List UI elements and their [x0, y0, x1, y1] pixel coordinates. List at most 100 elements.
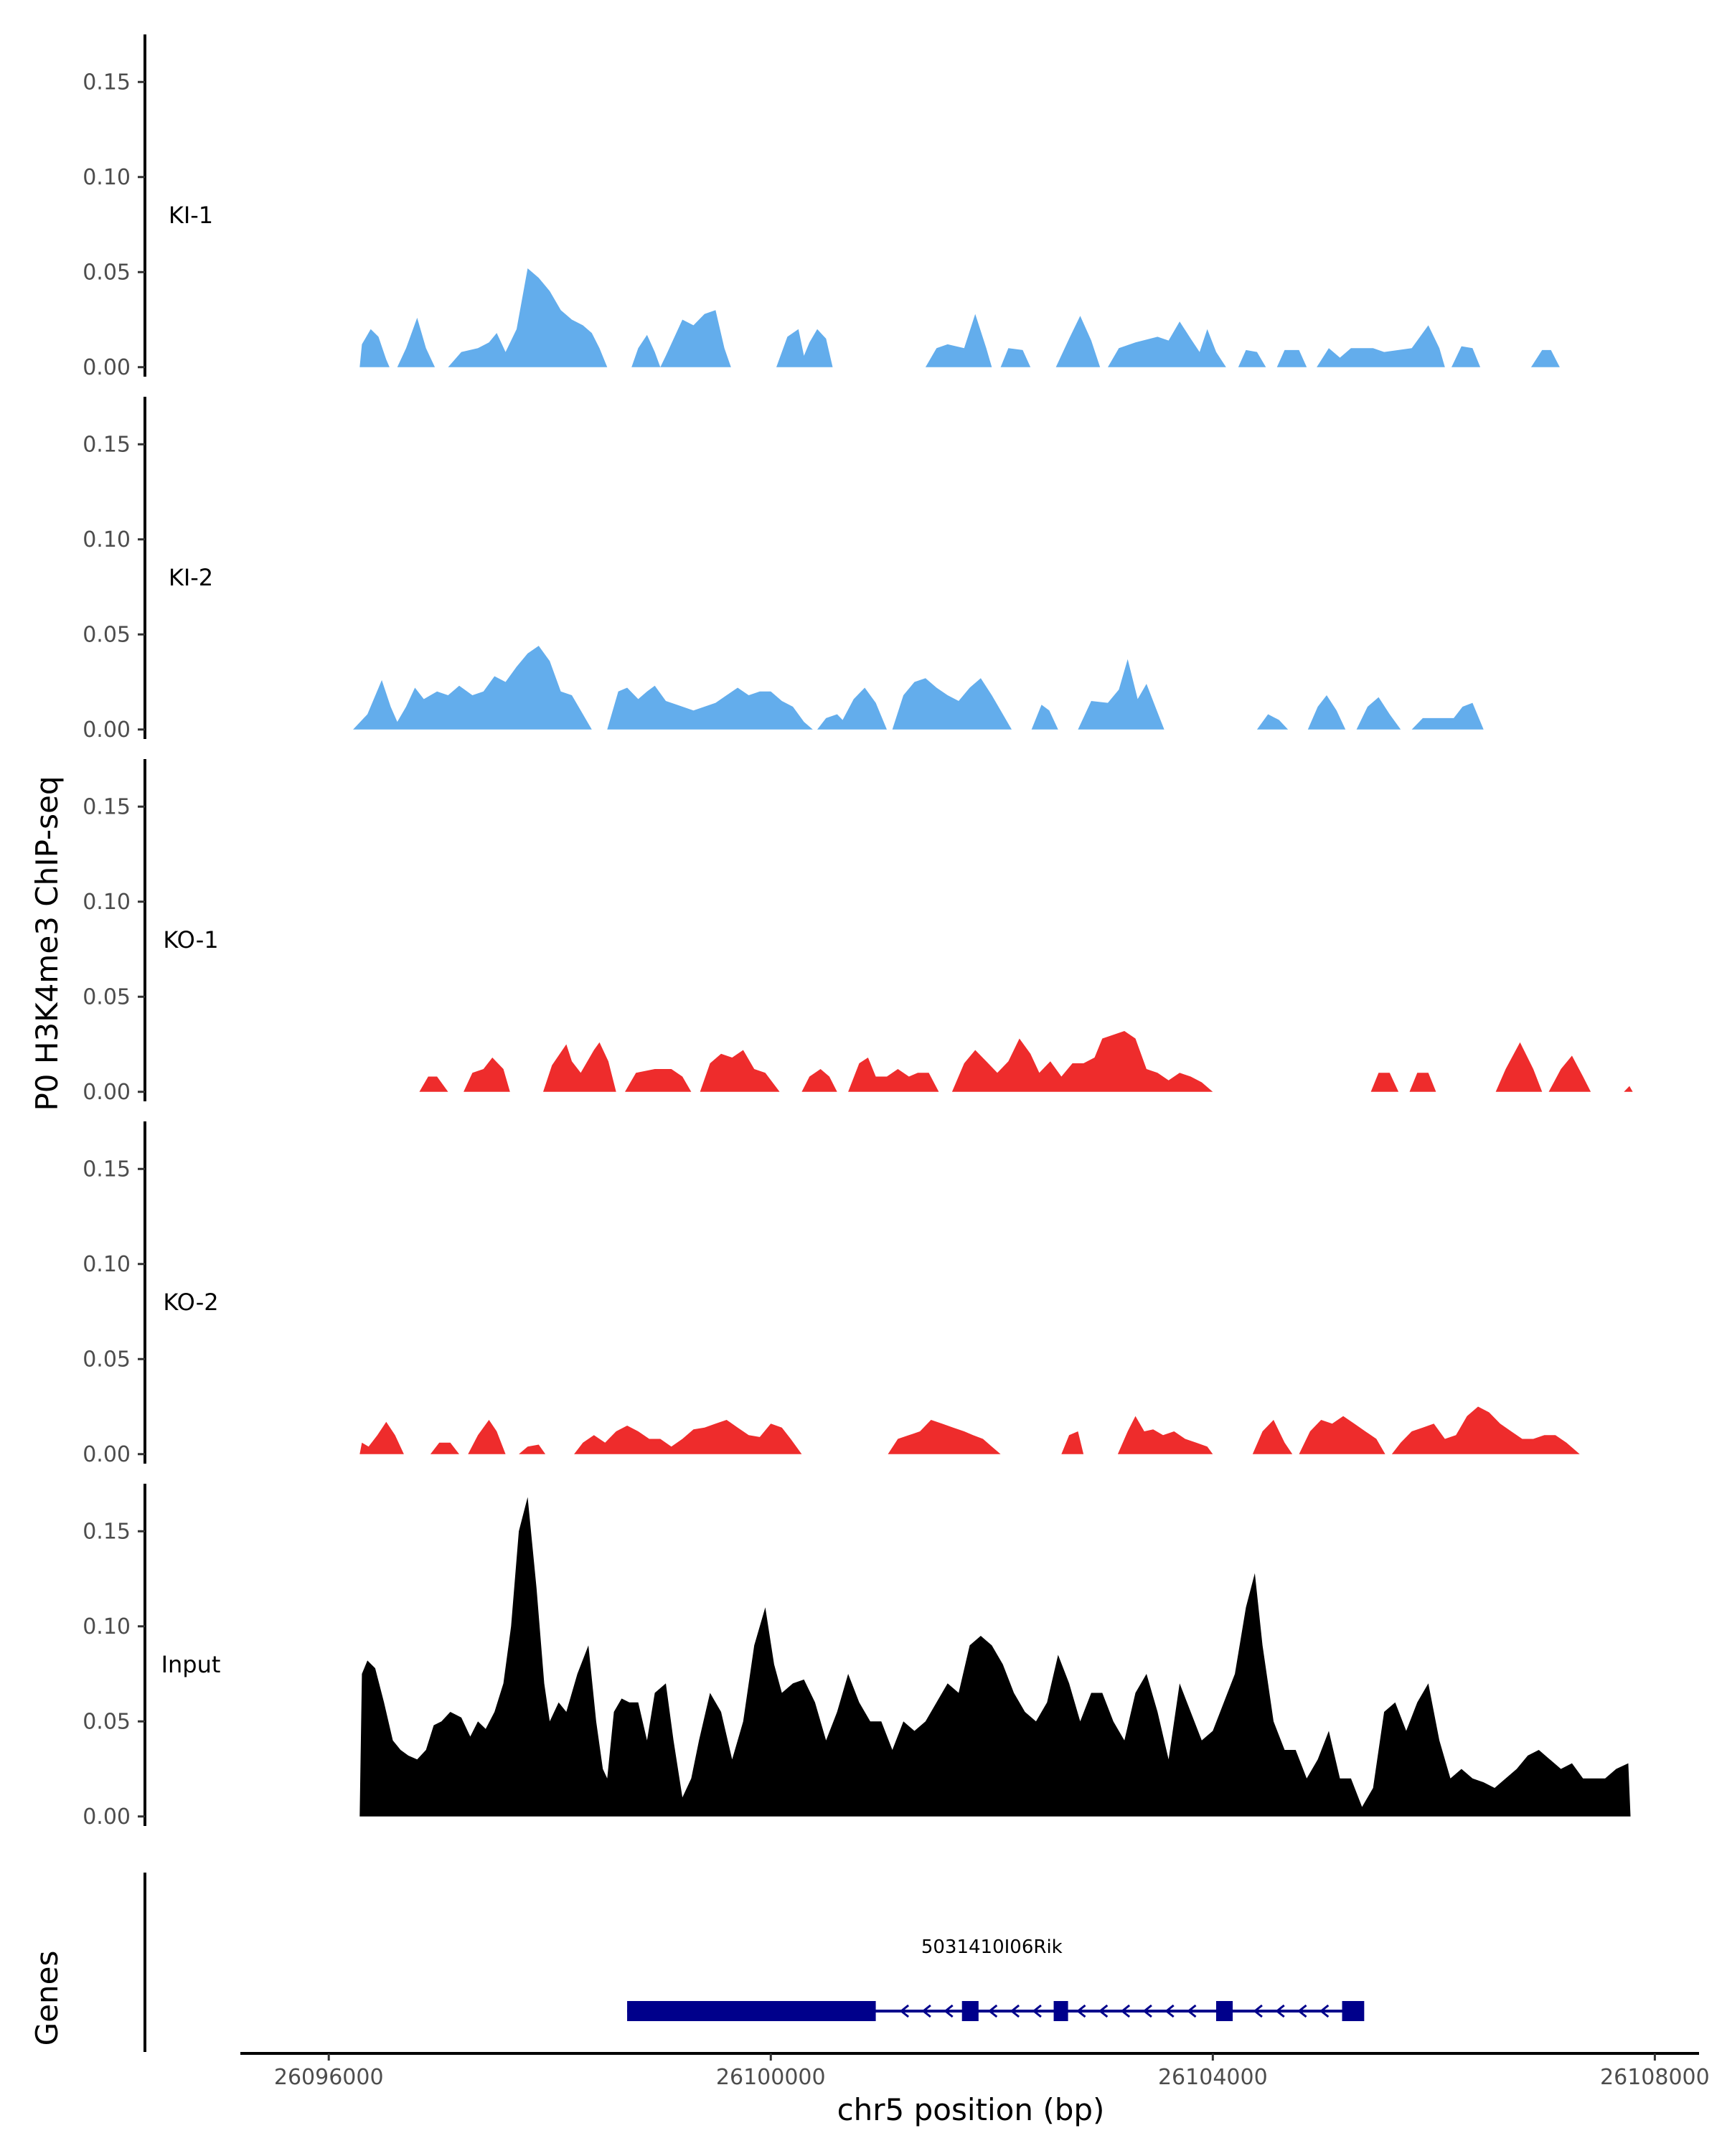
strand-arrow: [1076, 2004, 1086, 2018]
strand-arrow: [1253, 2004, 1263, 2018]
strand-arrow: [944, 2004, 954, 2018]
signal-area: [1117, 1416, 1213, 1454]
signal-area: [631, 310, 731, 367]
signal-area: [1061, 1431, 1084, 1454]
signal-area: [1411, 702, 1484, 730]
signal-area: [359, 1421, 404, 1454]
gene-name-label: 5031410I06Rik: [921, 1936, 1063, 1958]
y-tick-label: 0.15: [83, 794, 131, 819]
signal-area: [1409, 1073, 1436, 1092]
signal-tracks: 0.00 0.05 0.10 0.15 KI-1 0.00 0.05 0.10 0.15 KI-2…: [83, 34, 1633, 1830]
y-tick-label: 0.00: [83, 1080, 131, 1105]
signal-area: [1370, 1073, 1399, 1092]
signal-area: [430, 1442, 459, 1454]
strand-arrow: [1165, 2004, 1175, 2018]
gene-exon: [1342, 2001, 1365, 2021]
strand-arrow: [899, 2004, 910, 2018]
track-label: KO-1: [163, 926, 218, 954]
signal-area: [1299, 1416, 1385, 1454]
signal-area: [1078, 659, 1165, 730]
y-tick-label: 0.05: [83, 1347, 131, 1372]
signal-area: [397, 317, 436, 367]
y-axis-title: P0 H3K4me3 ChIP-seq: [29, 776, 65, 1111]
signal-area: [359, 1497, 1631, 1817]
signal-area: [951, 1031, 1213, 1092]
signal-area: [419, 1076, 448, 1092]
signal-area: [1000, 348, 1031, 367]
signal-area: [700, 1050, 780, 1092]
signal-area: [1452, 346, 1481, 367]
signal-area: [848, 1058, 939, 1092]
gene-exon: [1215, 2001, 1233, 2021]
signal-area: [1307, 695, 1346, 730]
y-tick-label: 0.10: [83, 1252, 131, 1277]
signal-area: [1495, 1042, 1543, 1092]
signal-area: [1238, 349, 1266, 367]
strand-arrow: [921, 2004, 931, 2018]
gene-exon: [961, 2001, 979, 2021]
y-tick-label: 0.00: [83, 355, 131, 380]
strand-arrow: [1032, 2004, 1042, 2018]
track-input: 0.00 0.05 0.10 0.15 Input: [83, 1484, 1631, 1830]
y-tick-label: 0.15: [83, 1519, 131, 1544]
y-tick-label: 0.15: [83, 432, 131, 457]
signal-area: [1276, 349, 1307, 367]
y-tick-label: 0.10: [83, 527, 131, 552]
signal-area: [801, 1069, 837, 1092]
signal-area: [1108, 321, 1226, 367]
gene-exon: [1053, 2001, 1068, 2021]
signal-area: [448, 268, 608, 367]
signal-area: [1356, 697, 1401, 730]
strand-arrow: [1275, 2004, 1285, 2018]
x-tick-label: 26108000: [1600, 2065, 1710, 2090]
signal-area: [1391, 1406, 1580, 1454]
genes-axis-title: Genes: [29, 1951, 65, 2046]
strand-arrow: [1120, 2004, 1131, 2018]
y-tick-label: 0.05: [83, 260, 131, 285]
signal-area: [359, 329, 390, 367]
signal-area: [625, 1069, 692, 1092]
signal-area: [574, 1420, 802, 1454]
signal-area: [1548, 1055, 1591, 1092]
y-tick-label: 0.00: [83, 1804, 131, 1830]
signal-area: [1031, 705, 1058, 730]
signal-area: [776, 329, 833, 367]
track-label: Input: [161, 1651, 221, 1678]
genes-track: 5031410I06Rik: [144, 1873, 1365, 2052]
signal-area: [1317, 325, 1445, 367]
y-tick-label: 0.10: [83, 165, 131, 190]
strand-arrow: [1098, 2004, 1109, 2018]
y-tick-label: 0.00: [83, 1442, 131, 1467]
track-label: KI-2: [169, 564, 213, 591]
signal-area: [1055, 316, 1101, 367]
strand-arrow: [987, 2004, 998, 2018]
y-tick-label: 0.10: [83, 1614, 131, 1639]
y-tick-label: 0.15: [83, 1157, 131, 1182]
signal-area: [353, 646, 592, 730]
track-ko-1: 0.00 0.05 0.10 0.15 KO-1: [83, 759, 1633, 1105]
signal-area: [1530, 349, 1560, 367]
signal-area: [888, 1420, 1001, 1454]
y-tick-label: 0.05: [83, 984, 131, 1009]
signal-area: [543, 1042, 616, 1092]
x-tick-label: 26096000: [274, 2065, 384, 2090]
signal-area: [519, 1444, 546, 1454]
signal-area: [892, 678, 1012, 730]
x-tick-label: 26100000: [716, 2065, 826, 2090]
signal-area: [925, 314, 992, 367]
strand-arrow: [1319, 2004, 1330, 2018]
strand-arrow: [1010, 2004, 1020, 2018]
signal-area: [468, 1420, 506, 1454]
x-axis-title: chr5 position (bp): [837, 2092, 1105, 2127]
signal-area: [1252, 1420, 1293, 1454]
signal-area: [817, 687, 887, 730]
y-tick-label: 0.15: [83, 70, 131, 95]
track-ki-2: 0.00 0.05 0.10 0.15 KI-2: [83, 397, 1484, 743]
y-tick-label: 0.10: [83, 890, 131, 915]
y-tick-label: 0.05: [83, 1709, 131, 1734]
track-ki-1: 0.00 0.05 0.10 0.15 KI-1: [83, 34, 1560, 380]
track-label: KI-1: [169, 202, 213, 229]
signal-area: [464, 1058, 510, 1092]
